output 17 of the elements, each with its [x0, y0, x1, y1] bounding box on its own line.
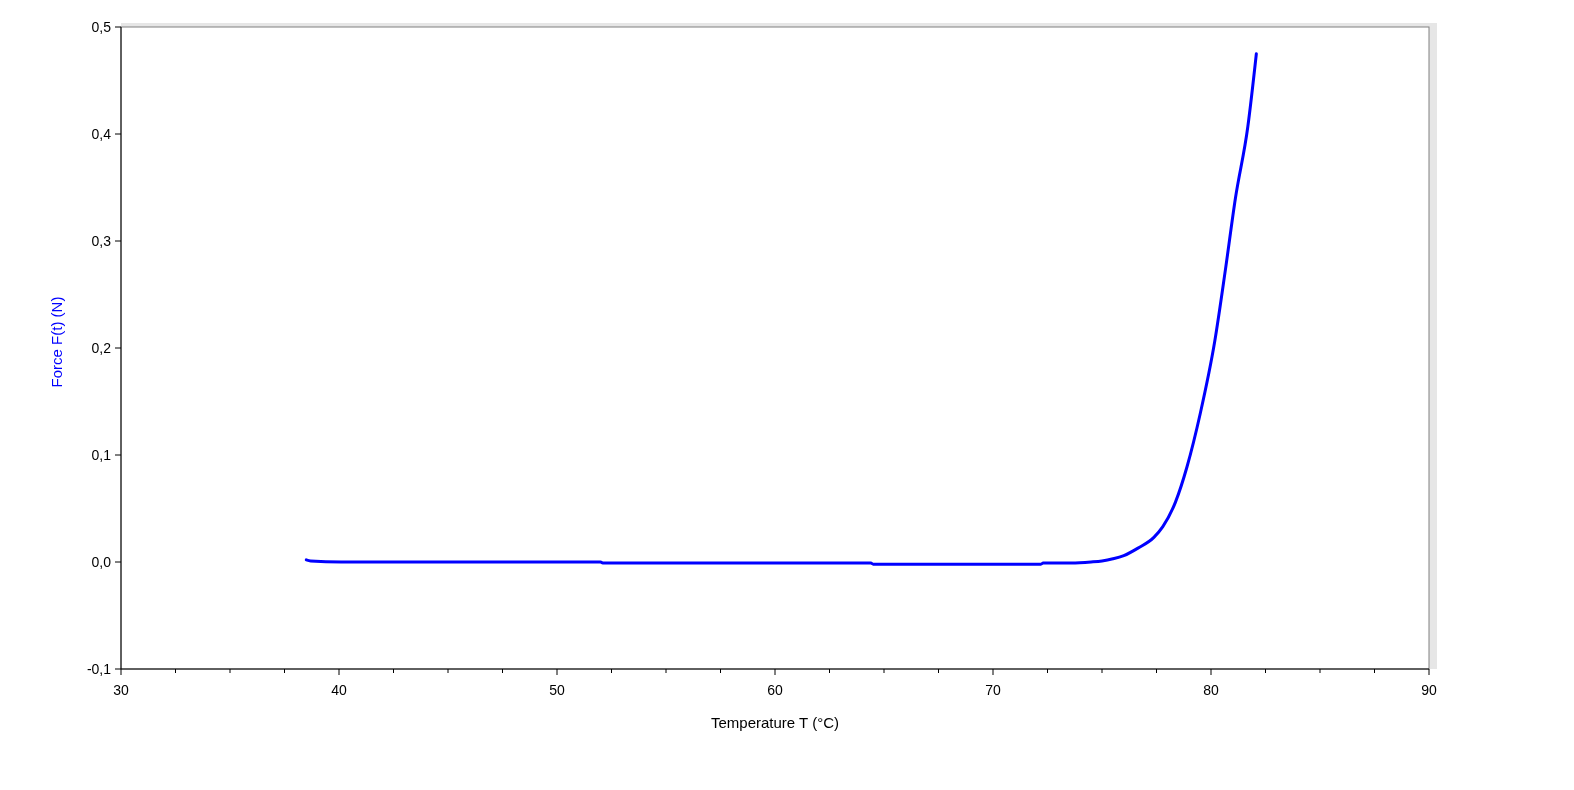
line-series [304, 52, 1258, 566]
y-tick-label: 0,4 [91, 125, 112, 142]
x-tick-label: 90 [1421, 682, 1437, 698]
y-tick-label: 0,5 [91, 18, 112, 35]
y-tick-label: -0,1 [86, 660, 112, 677]
y-tick-label: 0,0 [91, 553, 112, 570]
x-tick-label: 60 [767, 682, 783, 698]
y-tick-label: 0,2 [91, 339, 112, 356]
x-tick-label: 30 [113, 682, 129, 698]
x-tick-label: 80 [1203, 682, 1219, 698]
y-axis-title: Force F(t) (N) [48, 296, 65, 388]
x-axis-title: Temperature T (°C) [711, 714, 839, 731]
x-tick-label: 40 [331, 682, 347, 698]
x-tick-label: 70 [985, 682, 1001, 698]
y-tick-label: 0,3 [91, 232, 112, 249]
y-tick-label: 0,1 [91, 446, 112, 463]
x-tick-label: 50 [549, 682, 565, 698]
